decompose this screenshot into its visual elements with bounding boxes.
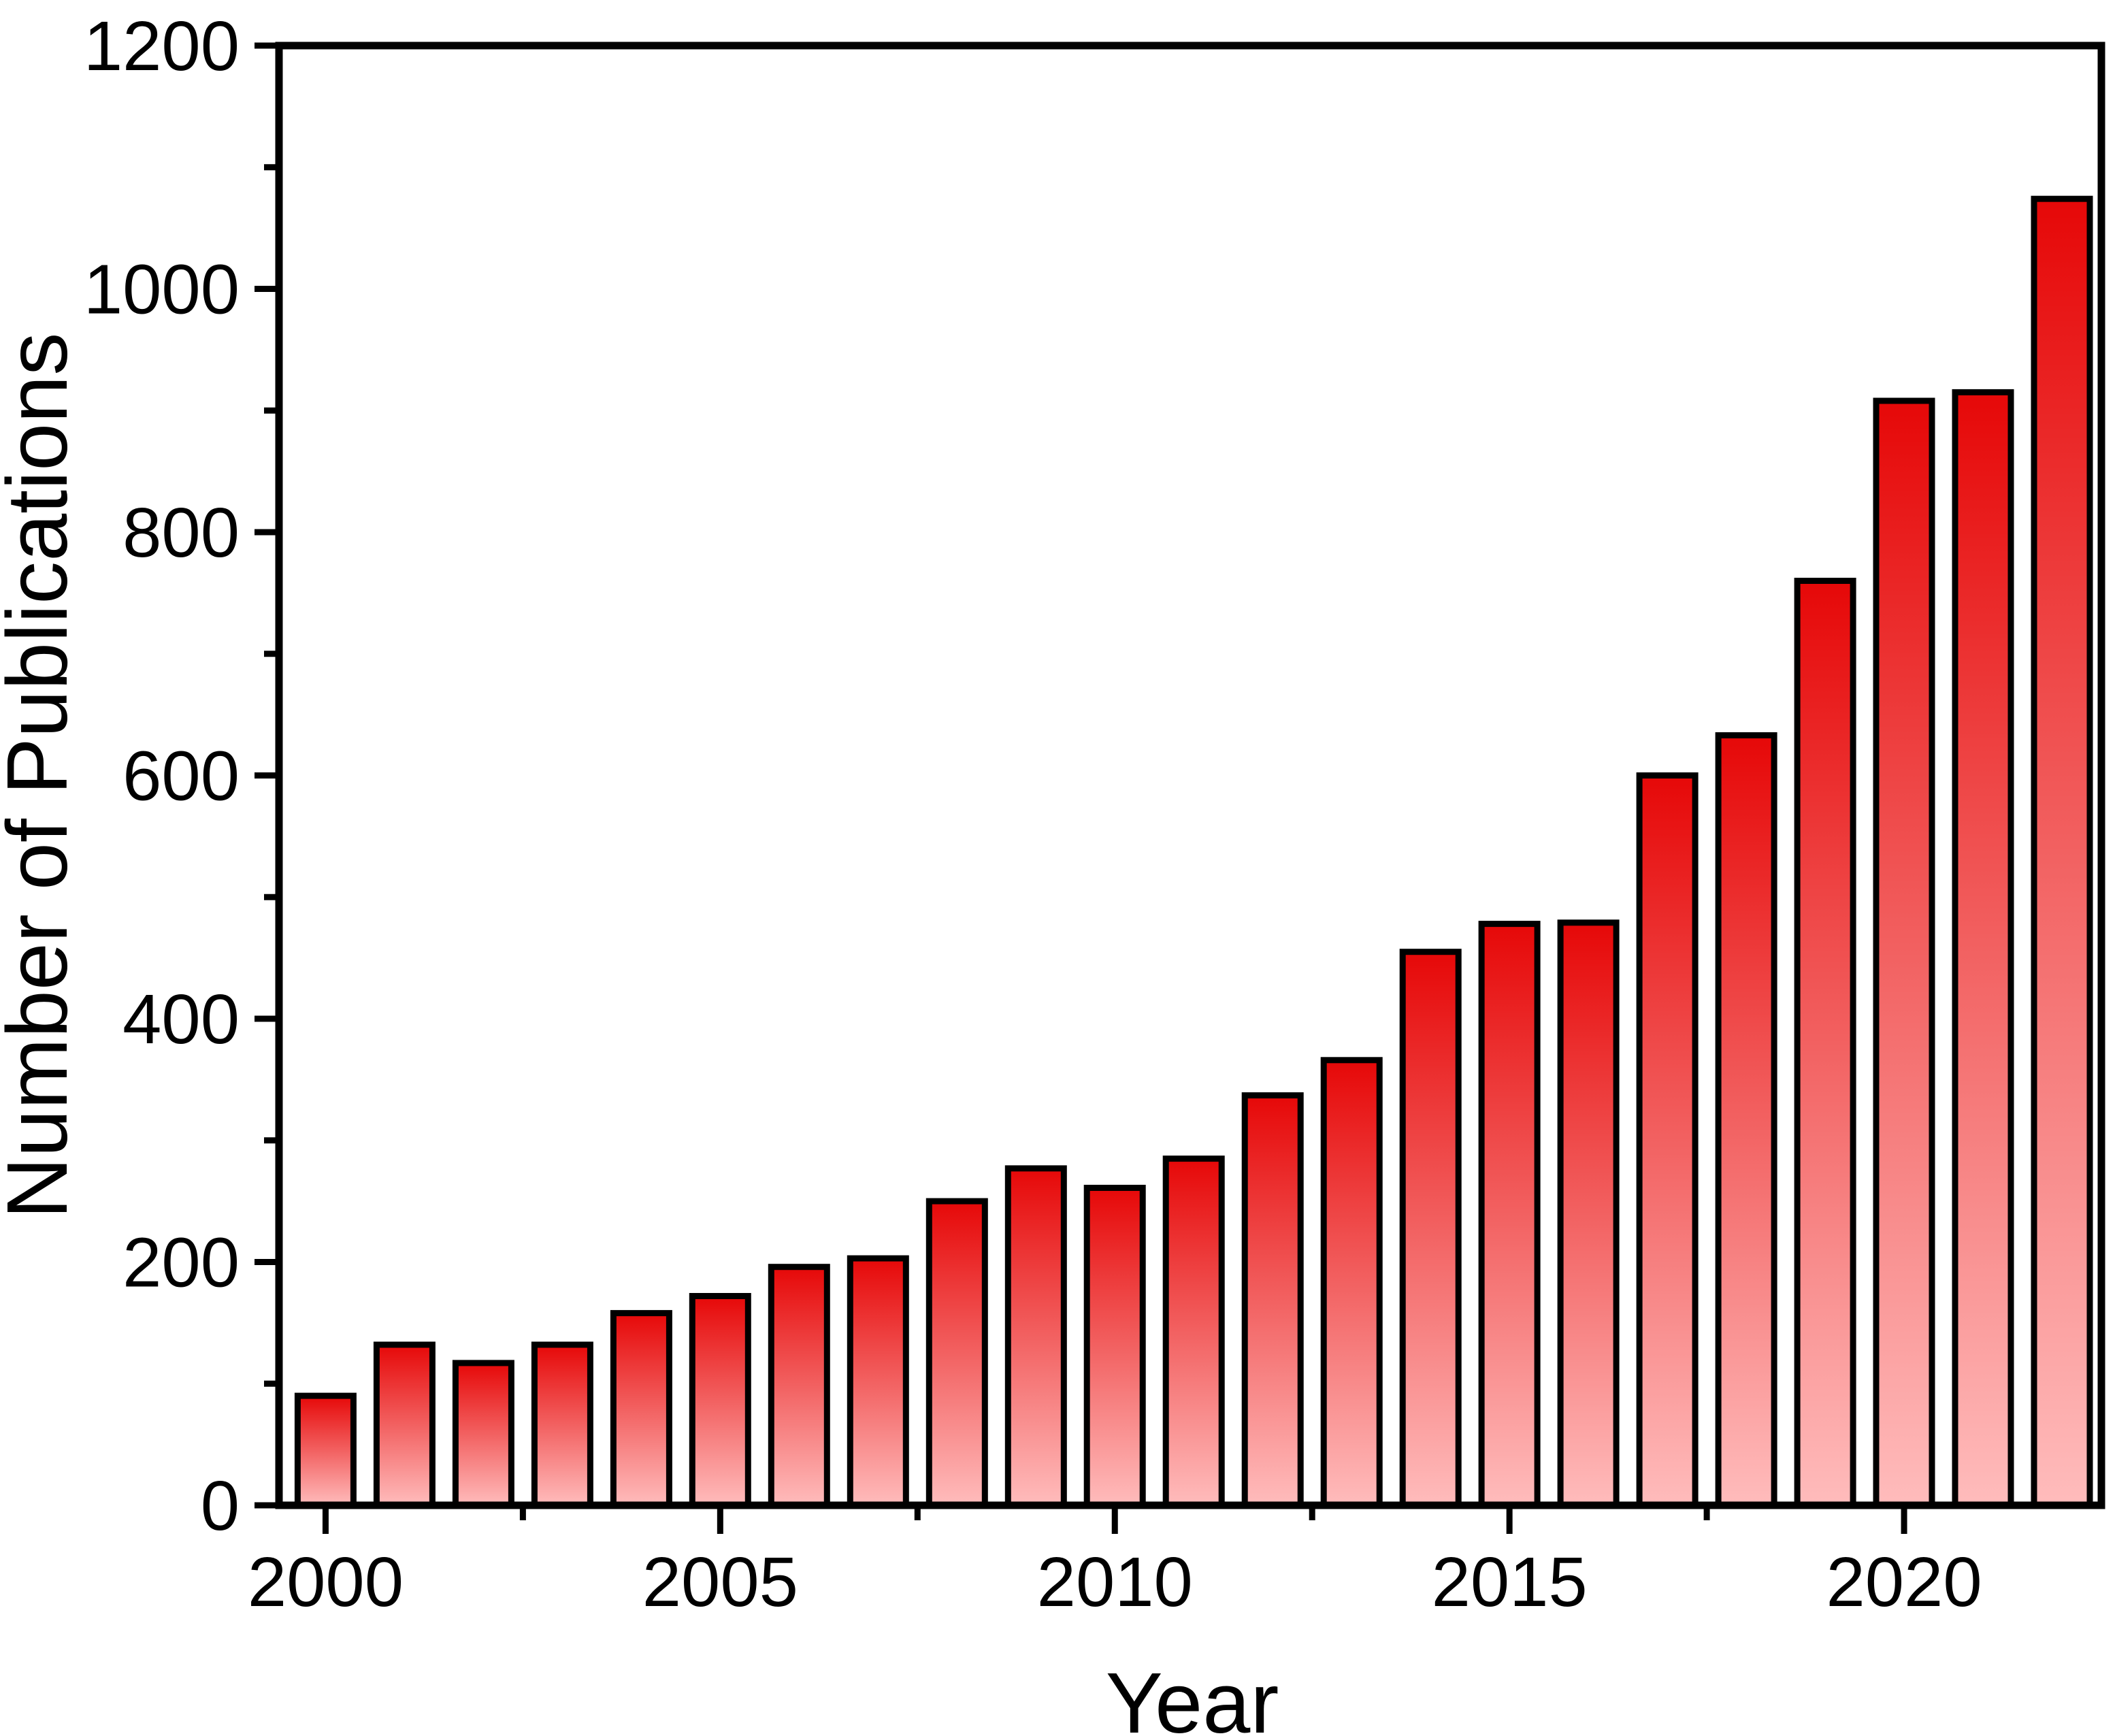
bar-2002 xyxy=(452,1360,514,1509)
x-tick-label: 2015 xyxy=(1432,1543,1588,1621)
bar-2014 xyxy=(1399,949,1462,1509)
bars-layer xyxy=(294,195,2093,1509)
bar-2005 xyxy=(689,1293,751,1509)
bar-2004 xyxy=(610,1310,672,1509)
bar-2010 xyxy=(1083,1185,1146,1509)
axis-tick-labels-layer: 0 200 400 600 800 1000 1200 2000 2005 2010 2015 202… xyxy=(84,7,1982,1621)
bar-2022 xyxy=(2031,195,2093,1509)
y-axis-title: Number of Publications xyxy=(0,333,85,1219)
bar-2018 xyxy=(1715,732,1777,1509)
bar-2016 xyxy=(1557,919,1620,1509)
bar-2000 xyxy=(294,1392,357,1509)
bar-2001 xyxy=(373,1341,436,1509)
x-tick-label: 2000 xyxy=(248,1543,404,1621)
plot-frame xyxy=(275,42,2105,1509)
x-tick-label: 2005 xyxy=(642,1543,798,1621)
y-tick-label: 400 xyxy=(122,980,240,1058)
bar-2021 xyxy=(1952,389,2014,1509)
bar-2007 xyxy=(847,1255,909,1509)
bar-2012 xyxy=(1241,1092,1304,1509)
x-axis-title: Year xyxy=(1106,1655,1279,1736)
y-tick-label: 1200 xyxy=(84,7,240,85)
bar-2011 xyxy=(1162,1156,1225,1509)
bar-2015 xyxy=(1478,921,1541,1509)
bar-2008 xyxy=(925,1198,988,1509)
bar-2020 xyxy=(1873,397,1935,1509)
bar-2013 xyxy=(1320,1057,1383,1509)
x-tick-label: 2010 xyxy=(1037,1543,1193,1621)
bar-2006 xyxy=(768,1264,830,1509)
y-tick-label: 600 xyxy=(122,737,240,815)
x-tick-label: 2020 xyxy=(1826,1543,1982,1621)
y-tick-label: 1000 xyxy=(84,250,240,329)
y-tick-label: 800 xyxy=(122,493,240,572)
bar-2019 xyxy=(1794,578,1856,1509)
bar-2003 xyxy=(531,1341,593,1509)
bar-2017 xyxy=(1636,772,1699,1509)
y-tick-label: 0 xyxy=(201,1467,240,1545)
bar-2009 xyxy=(1004,1165,1067,1509)
y-tick-label: 200 xyxy=(122,1224,240,1302)
